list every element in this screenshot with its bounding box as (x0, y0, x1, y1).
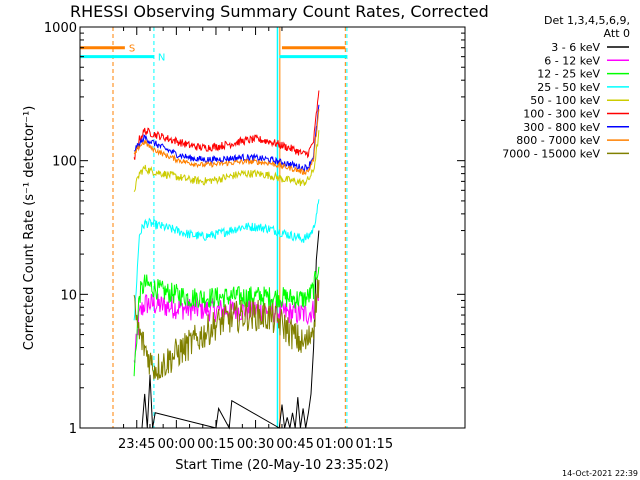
x-tick-label: 01:00 (316, 437, 353, 452)
series-line (133, 109, 320, 176)
legend-header-line-2: Att 0 (604, 27, 630, 40)
legend-label: 300 - 800 keV (523, 121, 600, 134)
x-tick-label: 01:15 (356, 437, 393, 452)
series-line (133, 279, 320, 381)
series-line (133, 130, 320, 192)
state-bar-label: S (129, 44, 135, 55)
x-tick-label: 23:45 (118, 437, 155, 452)
legend-label: 12 - 25 keV (537, 68, 600, 81)
legend-label: 800 - 7000 keV (516, 134, 600, 147)
legend-label: 100 - 300 keV (523, 108, 600, 121)
chart-title: RHESSI Observing Summary Count Rates, Co… (70, 2, 489, 21)
y-axis-label: Corrected Count Rate (s⁻¹ detector⁻¹) (22, 106, 37, 351)
series-line (133, 199, 320, 321)
legend-label: 50 - 100 keV (530, 94, 600, 107)
legend-label: 6 - 12 keV (544, 54, 600, 67)
series-line (133, 90, 320, 160)
state-bar-label: N (158, 53, 165, 64)
series-line (141, 230, 320, 430)
legend-header-line-1: Det 1,3,4,5,6,9, (544, 14, 630, 27)
x-tick-label: 00:15 (197, 437, 234, 452)
timestamp: 14-Oct-2021 22:39 (562, 469, 638, 478)
legend-label: 25 - 50 keV (537, 81, 600, 94)
y-tick-label: 100 (52, 155, 77, 170)
x-axis-label: Start Time (20-May-10 23:35:02) (175, 458, 389, 473)
x-tick-label: 00:30 (237, 437, 274, 452)
y-tick-label: 10 (60, 288, 77, 303)
series-line (133, 266, 320, 377)
plot-frame (79, 26, 466, 429)
series-line (133, 281, 320, 363)
x-tick-label: 00:45 (276, 437, 313, 452)
y-tick-label: 1 (69, 422, 77, 437)
legend-label: 3 - 6 keV (551, 41, 600, 54)
y-tick-label: 1000 (44, 21, 77, 36)
x-tick-label: 00:00 (158, 437, 195, 452)
legend-label: 7000 - 15000 keV (502, 147, 600, 160)
